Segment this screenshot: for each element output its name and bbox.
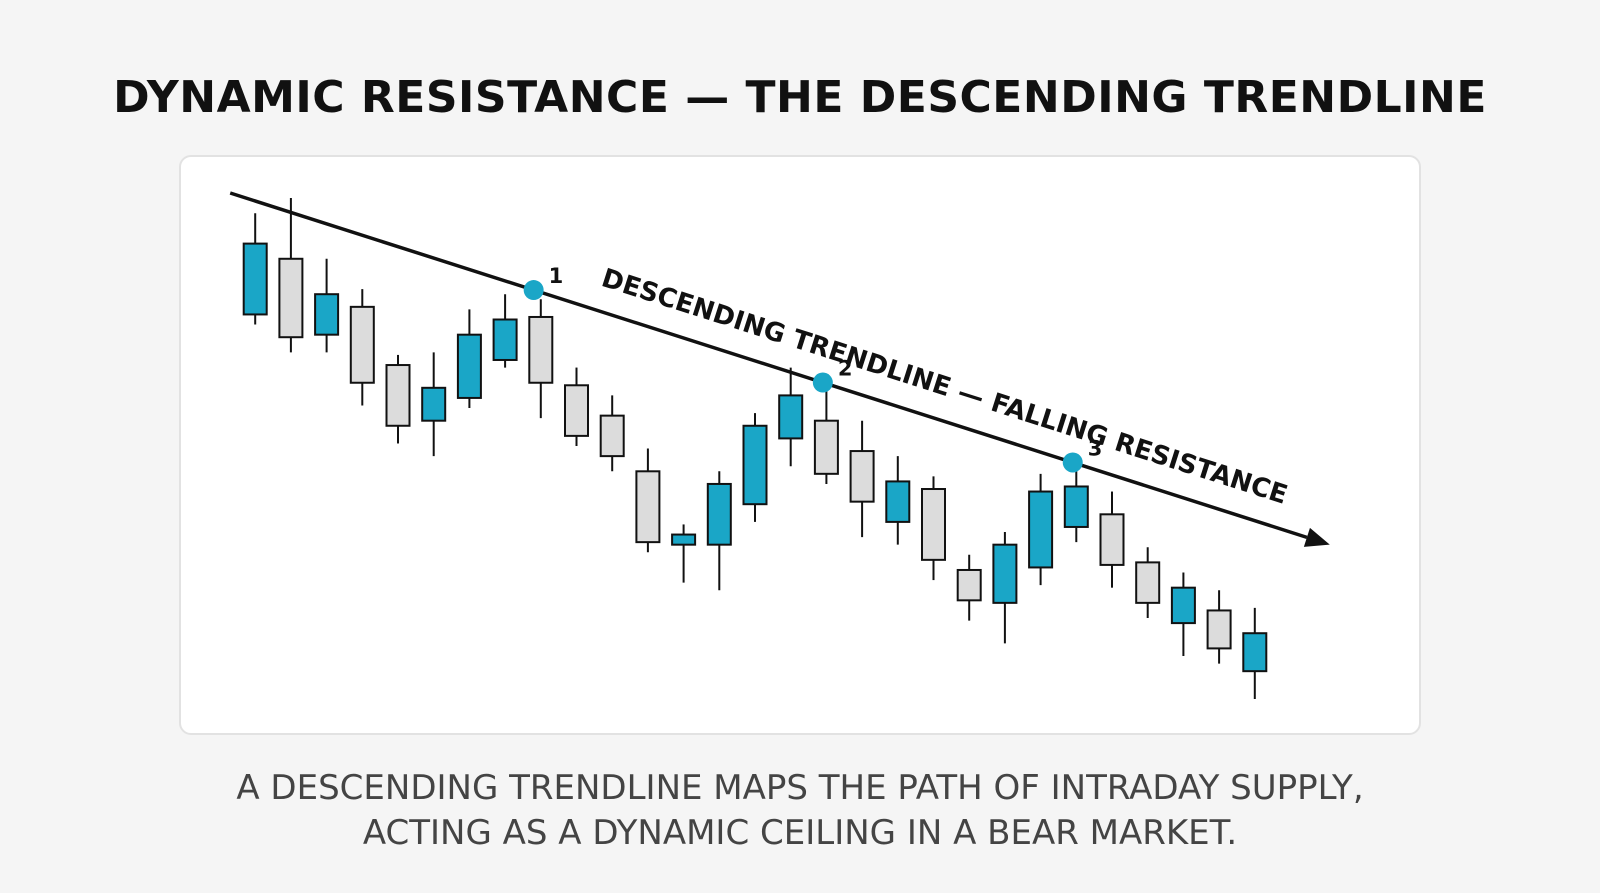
candle [956, 554, 982, 621]
bullish-candle-body [1170, 586, 1196, 625]
bullish-candle-body [778, 394, 804, 440]
candle [278, 198, 304, 353]
candle [635, 448, 661, 553]
candles-layer [242, 198, 1268, 699]
bearish-candle-body [813, 419, 839, 475]
touch-point-marker [1062, 452, 1083, 473]
bullish-candle-body [314, 293, 340, 336]
bearish-candle-body [599, 414, 625, 458]
bullish-candle-body [742, 424, 768, 506]
candle [813, 387, 839, 484]
candle [385, 354, 411, 444]
candle [456, 309, 482, 409]
bullish-candle-body [992, 543, 1018, 604]
bullish-candle-body [242, 242, 268, 316]
candle [564, 367, 589, 446]
bearish-candle-body [635, 470, 661, 544]
bearish-candle-body [956, 568, 982, 602]
candle [1063, 463, 1089, 543]
candle [921, 476, 946, 581]
bearish-candle-body [385, 364, 411, 427]
touch-point-label: 1 [549, 264, 564, 288]
bearish-candle-body [349, 305, 375, 384]
bearish-candle-body [528, 315, 554, 384]
bullish-candle-body [1242, 632, 1268, 673]
bullish-candle-body [1063, 485, 1089, 528]
candle [599, 395, 625, 472]
candle [885, 456, 911, 545]
bullish-candle-body [1028, 490, 1054, 569]
candle [492, 294, 518, 368]
bullish-candle-body [421, 386, 447, 422]
caption-line-1: A DESCENDING TRENDLINE MAPS THE PATH OF … [236, 768, 1364, 808]
candle [706, 471, 732, 591]
candle [421, 352, 447, 457]
candle [1170, 572, 1196, 656]
candle [528, 299, 554, 419]
candle [1028, 473, 1054, 586]
bearish-candle-body [564, 384, 589, 437]
candle [671, 524, 697, 583]
candle [992, 532, 1018, 644]
candle [242, 213, 268, 325]
caption-line-2: ACTING AS A DYNAMIC CEILING IN A BEAR MA… [362, 813, 1238, 853]
bullish-candle-body [456, 333, 482, 399]
candle [778, 367, 804, 467]
trendline-label: DESCENDING TRENDLINE — FALLING RESISTANC… [598, 263, 1291, 510]
candle [1206, 590, 1232, 664]
candle [1135, 547, 1161, 619]
bearish-candle-body [278, 257, 304, 339]
candle [1099, 491, 1125, 588]
bullish-candle-body [885, 480, 911, 523]
descending-trendline [229, 191, 1308, 540]
bullish-candle-body [492, 318, 518, 361]
candle [742, 413, 768, 522]
bullish-candle-body [706, 482, 732, 546]
bearish-candle-body [1135, 561, 1161, 604]
touch-point-marker [523, 280, 544, 301]
candle [849, 420, 875, 538]
bearish-candle-body [921, 488, 946, 561]
bullish-candle-body [671, 533, 697, 546]
bearish-candle-body [849, 450, 875, 503]
trendline-arrowhead [1303, 527, 1330, 547]
chart-title: DYNAMIC RESISTANCE — THE DESCENDING TREN… [113, 72, 1487, 123]
candle [314, 258, 340, 353]
bearish-candle-body [1099, 513, 1125, 566]
candle [349, 289, 375, 406]
chart-caption: A DESCENDING TRENDLINE MAPS THE PATH OF … [0, 766, 1600, 856]
touch-point-label: 2 [838, 357, 853, 381]
candle [1242, 607, 1268, 699]
bearish-candle-body [1206, 609, 1232, 650]
touch-point-marker [812, 372, 833, 393]
touch-point-label: 3 [1088, 436, 1103, 460]
